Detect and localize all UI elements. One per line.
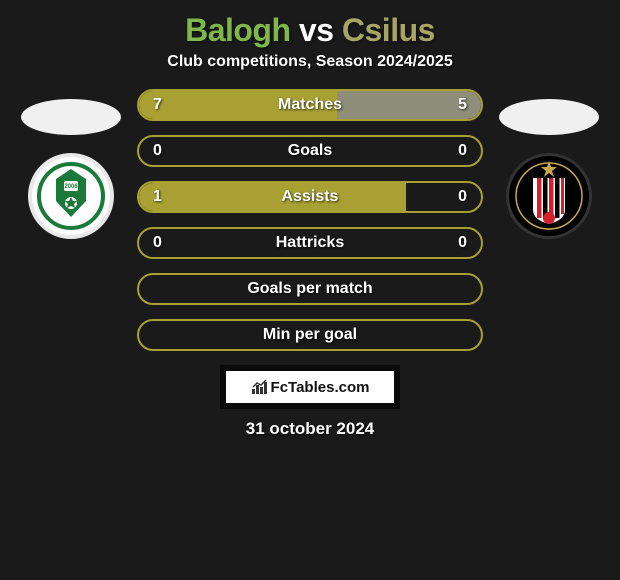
stat-row: Goals per match (137, 273, 483, 305)
stat-value-right: 0 (458, 234, 467, 252)
main-area: 2006 7 5 Matches 0 0 Goals 1 0 Assists 0 0 Hattrick… (0, 89, 620, 351)
footer-date: 31 october 2024 (0, 409, 620, 439)
chart-icon (251, 379, 269, 395)
brand-box[interactable]: FcTables.com (220, 365, 400, 409)
stat-label: Goals (288, 142, 332, 160)
stat-label: Matches (278, 96, 342, 114)
player-1-name: Balogh (185, 12, 290, 48)
stat-label: Hattricks (276, 234, 344, 252)
stat-fill-left (139, 183, 406, 211)
club-right-logo (511, 158, 587, 234)
subtitle: Club competitions, Season 2024/2025 (0, 53, 620, 89)
club-badge-right (506, 153, 592, 239)
brand-text: FcTables.com (271, 379, 370, 396)
stat-row: 7 5 Matches (137, 89, 483, 121)
stat-value-left: 0 (153, 142, 162, 160)
stat-value-left: 0 (153, 234, 162, 252)
stat-value-right: 0 (458, 142, 467, 160)
stat-label: Min per goal (263, 326, 357, 344)
club-left-logo: 2006 (36, 161, 106, 231)
stat-value-left: 7 (153, 96, 162, 114)
stat-label: Goals per match (247, 280, 372, 298)
stat-value-right: 0 (458, 188, 467, 206)
player-2-name: Csilus (342, 12, 435, 48)
vs-label: vs (299, 12, 334, 48)
stat-value-right: 5 (458, 96, 467, 114)
stats-bars: 7 5 Matches 0 0 Goals 1 0 Assists 0 0 Hattricks Goal… (137, 89, 483, 351)
club-badge-left: 2006 (28, 153, 114, 239)
stat-label: Assists (282, 188, 339, 206)
stat-row: 0 0 Hattricks (137, 227, 483, 259)
brand-label: FcTables.com (251, 379, 370, 396)
right-side (499, 89, 599, 239)
stat-row: 0 0 Goals (137, 135, 483, 167)
stat-value-left: 1 (153, 188, 162, 206)
player-2-avatar (499, 99, 599, 135)
stat-row: 1 0 Assists (137, 181, 483, 213)
stat-row: Min per goal (137, 319, 483, 351)
player-1-avatar (21, 99, 121, 135)
page-title: Balogh vs Csilus (0, 0, 620, 53)
comparison-card: Balogh vs Csilus Club competitions, Seas… (0, 0, 620, 580)
club-left-year: 2006 (64, 184, 78, 190)
left-side: 2006 (21, 89, 121, 239)
